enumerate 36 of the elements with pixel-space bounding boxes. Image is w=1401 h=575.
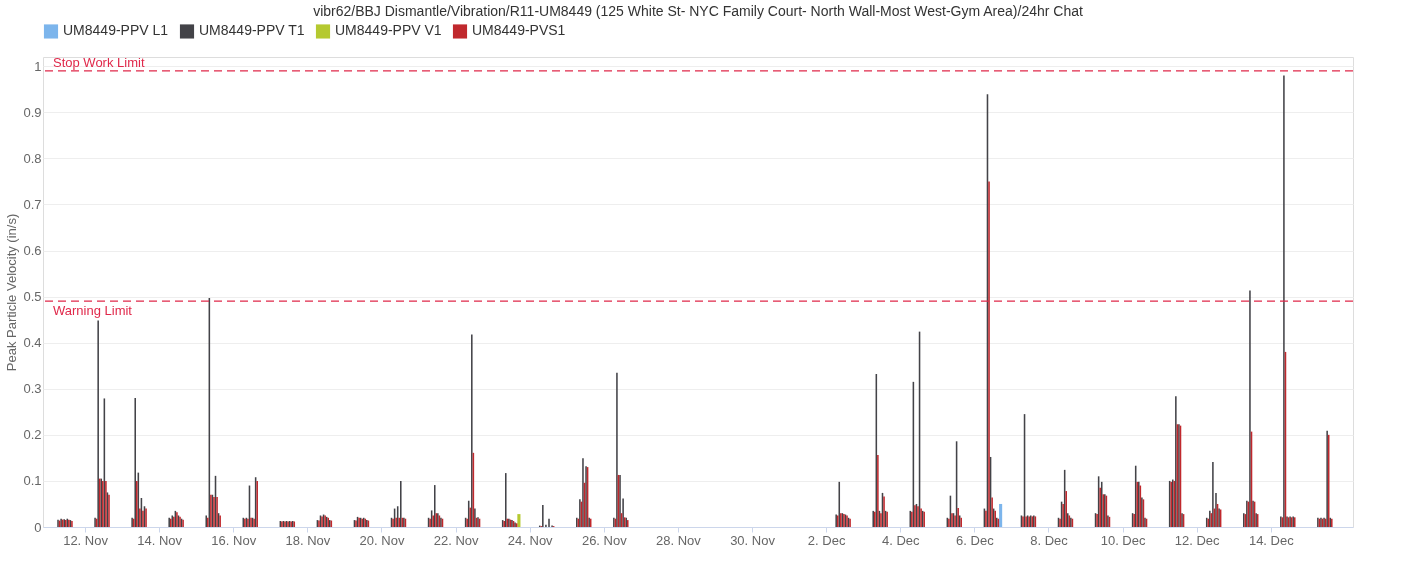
x-tick-label: 14. Dec <box>1248 532 1295 548</box>
y-tick-label: 0.7 <box>23 196 42 212</box>
y-tick-label: 0.6 <box>23 243 42 259</box>
x-tick-label: 20. Nov <box>359 532 405 548</box>
x-tick-label: 10. Dec <box>1100 532 1146 548</box>
legend-label: UM8449-PPV T1 <box>199 22 305 39</box>
y-tick-label: 0.1 <box>23 473 42 489</box>
x-tick-label: 6. Dec <box>956 532 995 548</box>
x-tick-label: 4. Dec <box>881 532 921 548</box>
y-tick-label: 1 <box>34 58 42 74</box>
x-tick-label: 8. Dec <box>1030 532 1069 548</box>
legend-label: UM8449-PPV L1 <box>63 22 169 39</box>
x-tick-label: 18. Nov <box>285 532 331 548</box>
x-tick-label: 26. Nov <box>581 532 628 548</box>
x-tick-label: 28. Nov <box>656 532 702 548</box>
x-tick-label: 24. Nov <box>507 532 554 548</box>
y-tick-label: 0.8 <box>23 150 42 166</box>
y-tick-label: 0 <box>34 519 42 535</box>
legend-label: UM8449-PVS1 <box>472 22 566 39</box>
x-tick-label: 22. Nov <box>433 532 479 548</box>
y-tick-label: 0.4 <box>23 335 42 351</box>
legend-label: UM8449-PPV V1 <box>335 22 442 39</box>
ref-line-label: Warning Limit <box>53 303 133 319</box>
y-tick-label: 0.2 <box>23 427 42 443</box>
x-tick-label: 2. Dec <box>807 532 846 548</box>
x-tick-label: 12. Dec <box>1174 532 1221 548</box>
y-tick-label: 0.5 <box>23 289 42 305</box>
ref-line-label: Stop Work Limit <box>53 54 145 70</box>
x-tick-label: 14. Nov <box>137 532 183 548</box>
chart-title: vibr62/BBJ Dismantle/Vibration/R11-UM8449 (125 White St- NYC Family Court- North Wall-Most West-Gym Area)/24hr Chat <box>313 3 1083 19</box>
y-tick-label: 0.3 <box>23 381 42 397</box>
x-tick-label: 16. Nov <box>211 532 257 548</box>
x-tick-label: 12. Nov <box>63 532 109 548</box>
x-tick-label: 30. Nov <box>730 532 776 548</box>
y-tick-label: 0.9 <box>23 104 42 120</box>
y-axis-title: Peak Particle Velocity (in/s) <box>4 213 20 372</box>
